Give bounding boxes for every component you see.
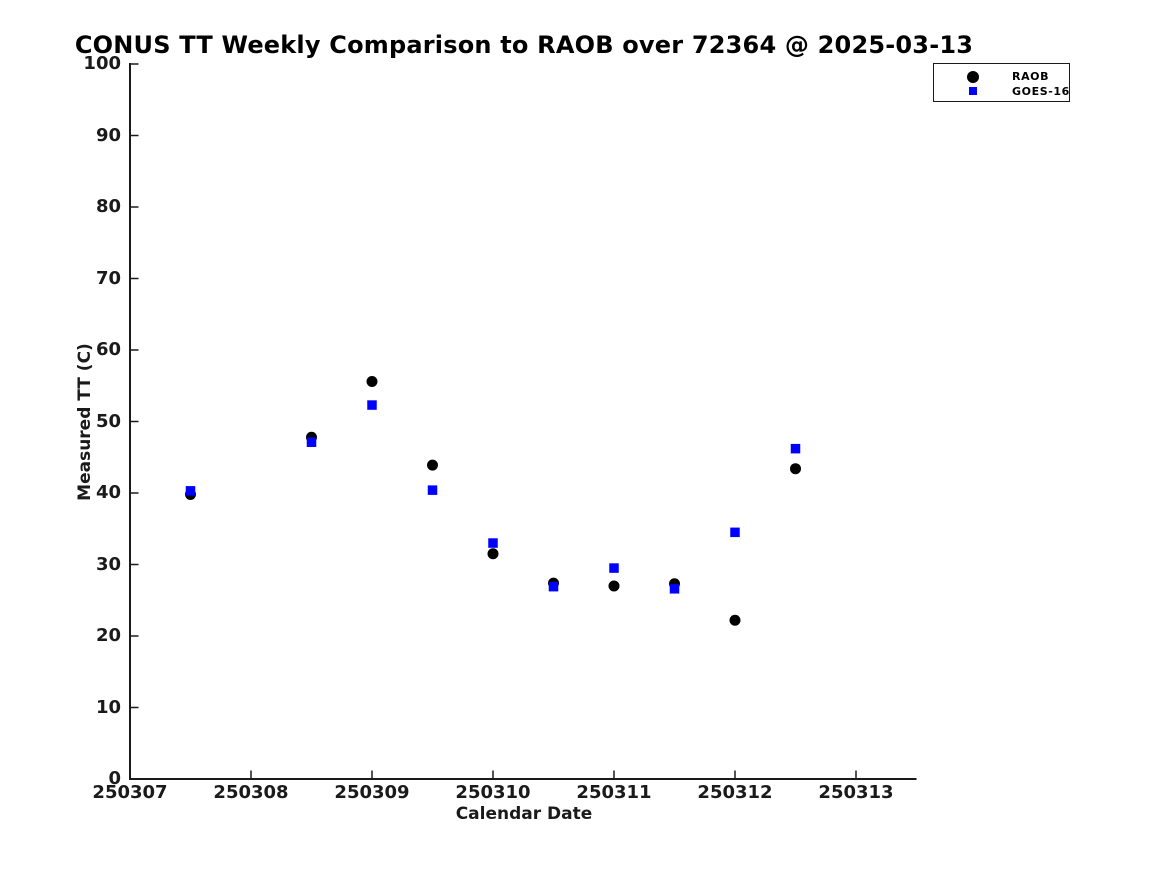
data-point-goes-16 — [790, 443, 801, 454]
y-tick-label: 90 — [95, 124, 121, 146]
y-tick-label: 20 — [95, 625, 121, 646]
data-point-raob — [790, 463, 801, 475]
y-tick-label: 50 — [95, 410, 121, 432]
x-tick-label: 250308 — [213, 782, 289, 803]
data-point-raob — [427, 459, 438, 471]
x-axis-label: Calendar Date — [455, 804, 593, 824]
data-point-goes-16 — [669, 584, 680, 594]
data-point-goes-16 — [730, 527, 740, 538]
data-point-goes-16 — [306, 437, 317, 447]
data-point-goes-16 — [185, 486, 196, 496]
raob-legend-marker-icon — [967, 71, 979, 83]
y-tick-label: 0 — [108, 768, 121, 789]
data-point-goes-16 — [427, 485, 438, 495]
data-point-goes-16 — [548, 581, 559, 592]
y-tick-label: 40 — [95, 482, 121, 503]
data-point-raob — [487, 548, 499, 560]
x-tick-label: 250309 — [334, 782, 410, 803]
y-tick-label: 80 — [95, 196, 121, 217]
x-tick-label: 250313 — [818, 782, 894, 803]
y-tick-label: 10 — [95, 696, 121, 718]
legend-label-raob: RAOB — [1012, 70, 1050, 83]
data-point-goes-16 — [609, 563, 619, 573]
data-point-raob — [366, 375, 378, 387]
data-point-raob — [729, 614, 741, 626]
y-tick-label: 60 — [95, 339, 121, 360]
y-tick-label: 100 — [83, 53, 121, 74]
chart-title: CONUS TT Weekly Comparison to RAOB over … — [74, 31, 974, 59]
y-tick-label: 30 — [95, 553, 121, 575]
x-tick-label: 250307 — [92, 782, 168, 803]
legend: RAOB GOES-16 — [933, 63, 1070, 102]
legend-label-goes16: GOES-16 — [1012, 85, 1070, 98]
x-tick-label: 250312 — [697, 782, 773, 803]
x-tick-label: 250311 — [576, 782, 652, 803]
y-tick-label: 70 — [95, 267, 121, 289]
x-tick-label: 250310 — [455, 782, 531, 803]
data-point-raob — [608, 580, 620, 592]
data-point-goes-16 — [488, 538, 498, 548]
goes16-legend-marker-icon — [969, 87, 977, 95]
data-point-goes-16 — [367, 400, 377, 410]
